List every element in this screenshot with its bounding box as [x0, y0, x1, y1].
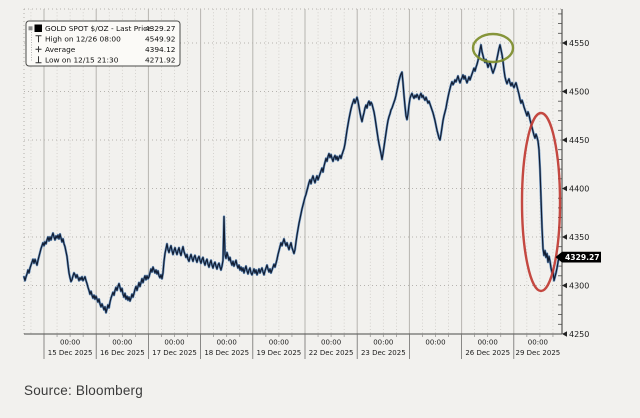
green-circle-annotation [471, 32, 515, 64]
gridlines [23, 8, 562, 334]
y-tick-label: 4450 [569, 136, 589, 145]
y-tick-label: 4400 [569, 184, 589, 193]
x-tick-time: 00:00 [478, 339, 498, 347]
y-axis: 4250 4300 4350 4400 4450 4500 4550 [558, 13, 589, 339]
x-tick-date: 16 Dec 2025 [100, 349, 145, 357]
x-tick-time: 00:00 [373, 339, 393, 347]
last-price-tag: 4329.27 [555, 251, 601, 263]
axes [24, 9, 563, 335]
legend-label: GOLD SPOT $/OZ - Last Price [45, 24, 152, 33]
x-tick-date: 29 Dec 2025 [516, 349, 561, 357]
legend-value: 4549.92 [145, 34, 176, 43]
legend-marker-low [35, 56, 42, 64]
legend-value: 4271.92 [145, 55, 176, 64]
x-tick-date: 22 Dec 2025 [309, 349, 354, 357]
x-tick-date: 17 Dec 2025 [152, 349, 197, 357]
legend-label: High on 12/26 08:00 [45, 34, 121, 43]
x-tick-time: 00:00 [425, 339, 445, 347]
y-tick-label: 4550 [569, 39, 589, 48]
x-axis: 00:00 15 Dec 2025 00:00 16 Dec 2025 00:00 17 … [43, 334, 561, 359]
x-tick-time: 00:00 [321, 339, 341, 347]
x-tick-date: 19 Dec 2025 [257, 349, 302, 357]
x-tick-date: 15 Dec 2025 [48, 349, 93, 357]
legend-label: Low on 12/15 21:30 [45, 55, 119, 64]
y-tick-label: 4300 [569, 281, 589, 290]
legend-marker-series [28, 24, 42, 32]
x-tick-time: 00:00 [164, 339, 184, 347]
y-tick-label: 4250 [569, 330, 589, 339]
x-tick-time: 00:00 [112, 339, 132, 347]
x-tick-date: 18 Dec 2025 [204, 349, 249, 357]
x-tick-time: 00:00 [60, 339, 80, 347]
x-tick-time: 00:00 [528, 339, 548, 347]
legend-label: Average [45, 45, 76, 54]
legend-value: 4329.27 [145, 24, 176, 33]
x-tick-time: 00:00 [217, 339, 237, 347]
y-tick-label: 4350 [569, 233, 589, 242]
legend-marker-average [35, 46, 42, 53]
x-tick-time: 00:00 [269, 339, 289, 347]
legend-value: 4394.12 [145, 45, 176, 54]
price-line [22, 43, 561, 314]
x-tick-date: 23 Dec 2025 [361, 349, 406, 357]
red-circle-annotation [520, 111, 562, 293]
x-tick-date: 26 Dec 2025 [465, 349, 510, 357]
legend-marker-high [35, 35, 42, 43]
last-price-value: 4329.27 [565, 253, 600, 262]
source-label: Source: Bloomberg [24, 383, 143, 398]
y-tick-label: 4500 [569, 87, 589, 96]
